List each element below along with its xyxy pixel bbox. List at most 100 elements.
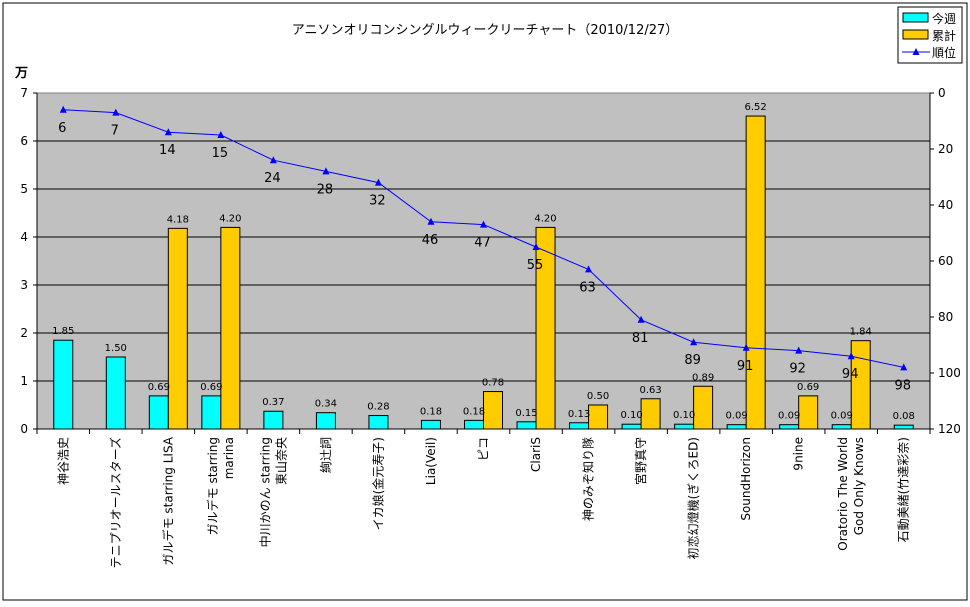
rank-point <box>637 315 645 323</box>
y-tick-label: 1 <box>20 374 28 388</box>
y-axis-label: 万 <box>14 66 28 81</box>
y-tick-label: 2 <box>20 326 28 340</box>
bar-data-label: 0.69 <box>200 382 222 393</box>
bar-data-label: 0.09 <box>778 411 800 422</box>
y2-tick-label: 100 <box>938 366 961 380</box>
legend-marker <box>912 48 920 55</box>
legend-swatch <box>902 29 929 40</box>
bar-total <box>167 227 188 430</box>
rank-point <box>59 105 67 113</box>
rank-data-label: 32 <box>369 194 386 209</box>
x-tick-label: 神のみぞ知り隊 <box>581 437 596 521</box>
bar-weekly <box>779 424 800 430</box>
bar-weekly <box>726 424 747 430</box>
x-tick-label: ガルデモ starring LISA <box>160 436 175 565</box>
rank-data-label: 63 <box>579 280 596 295</box>
bar-data-label: 0.63 <box>639 385 661 396</box>
y-tick-label: 6 <box>20 134 28 148</box>
y2-tick-label: 80 <box>938 310 953 324</box>
bar-weekly <box>420 419 441 430</box>
x-tick-label: 石動美緒(竹達彩奈) <box>896 437 911 542</box>
bar-data-label: 0.69 <box>148 382 170 393</box>
y2-tick-label: 40 <box>938 198 953 212</box>
x-tick-label-group: ピコ <box>477 437 491 461</box>
x-tick-label-group: 石動美緒(竹達彩奈) <box>896 437 911 542</box>
x-tick-label: ClariS <box>529 437 543 472</box>
x-tick-label-group: SoundHorizon <box>739 437 753 521</box>
x-tick-label: ガルデモ starring marina <box>205 437 236 535</box>
bar-total <box>850 340 871 430</box>
y-tick-label: 3 <box>20 278 28 292</box>
rank-point <box>690 338 698 346</box>
x-tick-label: 神谷浩史 <box>56 437 70 485</box>
bar-weekly <box>148 395 169 430</box>
rank-data-label: 47 <box>474 236 491 251</box>
rank-data-label: 55 <box>527 258 544 273</box>
rank-point <box>585 265 593 273</box>
x-tick-label-group: 宮野真守 <box>633 437 648 485</box>
bar-total <box>693 385 714 430</box>
rank-data-label: 89 <box>684 353 701 368</box>
bar-data-label: 0.50 <box>587 391 609 402</box>
bar-data-label: 0.09 <box>831 411 853 422</box>
rank-point <box>374 178 382 186</box>
bar-weekly <box>674 423 695 430</box>
rank-data-label: 92 <box>789 362 806 377</box>
bar-total <box>588 404 609 430</box>
legend-label: 今週 <box>932 11 956 26</box>
x-tick-label-group: 神谷浩史 <box>56 437 70 485</box>
legend-label: 順位 <box>932 45 956 60</box>
bar-weekly <box>831 424 852 430</box>
x-tick-label: SoundHorizon <box>739 437 753 521</box>
bar-weekly <box>464 419 484 430</box>
x-tick-label: イカ娘(金元寿子) <box>370 437 385 530</box>
y2-tick-label: 20 <box>938 142 953 156</box>
rank-point <box>795 346 803 354</box>
bar-total <box>640 398 661 430</box>
bar-data-label: 6.52 <box>745 102 767 113</box>
x-tick-label: 9nine <box>792 437 806 471</box>
x-tick-label-group: ガルデモ starring LISA <box>160 436 175 565</box>
rank-data-label: 28 <box>317 182 334 197</box>
x-tick-label: テニプリオールスターズ <box>108 437 123 568</box>
bar-data-label: 0.37 <box>262 397 284 408</box>
x-tick-label-group: 神のみぞ知り隊 <box>581 437 596 521</box>
bar-data-label: 1.85 <box>52 326 74 337</box>
x-tick-label: 初恋幻燈機(ぎくろED) <box>686 437 701 559</box>
bar-data-label: 0.69 <box>797 382 819 393</box>
bar-data-label: 0.10 <box>673 410 695 421</box>
rank-point <box>532 243 540 250</box>
bar-data-label: 0.18 <box>420 406 442 417</box>
bar-data-label: 0.09 <box>726 411 748 422</box>
bar-data-label: 0.10 <box>620 410 642 421</box>
rank-data-label: 91 <box>737 359 754 374</box>
x-tick-label-group: 絢辻詞 <box>318 437 333 473</box>
x-tick-label-group: Oratorio The World God Only Knows <box>836 437 866 551</box>
bar-data-label: 0.08 <box>893 411 915 422</box>
bar-data-label: 4.20 <box>534 213 556 224</box>
y2-tick-label: 0 <box>938 86 946 100</box>
x-tick-label: Lia(Veil) <box>424 437 438 485</box>
bar-total <box>745 115 766 430</box>
rank-point <box>742 343 750 351</box>
rank-point <box>322 167 330 175</box>
y2-tick-label: 60 <box>938 254 953 268</box>
bar-weekly <box>368 415 389 430</box>
rank-data-label: 46 <box>422 233 439 248</box>
bar-data-label: 0.78 <box>482 378 504 389</box>
bar-data-label: 0.89 <box>692 372 714 383</box>
x-tick-label-group: Lia(Veil) <box>424 437 438 485</box>
bar-data-label: 0.18 <box>463 406 485 417</box>
rank-data-label: 24 <box>264 171 281 186</box>
y-tick-label: 7 <box>20 86 28 100</box>
bar-data-label: 4.20 <box>219 213 241 224</box>
y-tick-label: 0 <box>20 422 28 436</box>
legend-label: 累計 <box>932 28 956 43</box>
bar-data-label: 0.34 <box>315 399 337 410</box>
x-tick-label-group: ClariS <box>529 437 543 472</box>
bar-data-label: 0.28 <box>367 402 389 413</box>
rank-data-label: 14 <box>159 143 176 158</box>
bar-weekly <box>569 422 590 430</box>
